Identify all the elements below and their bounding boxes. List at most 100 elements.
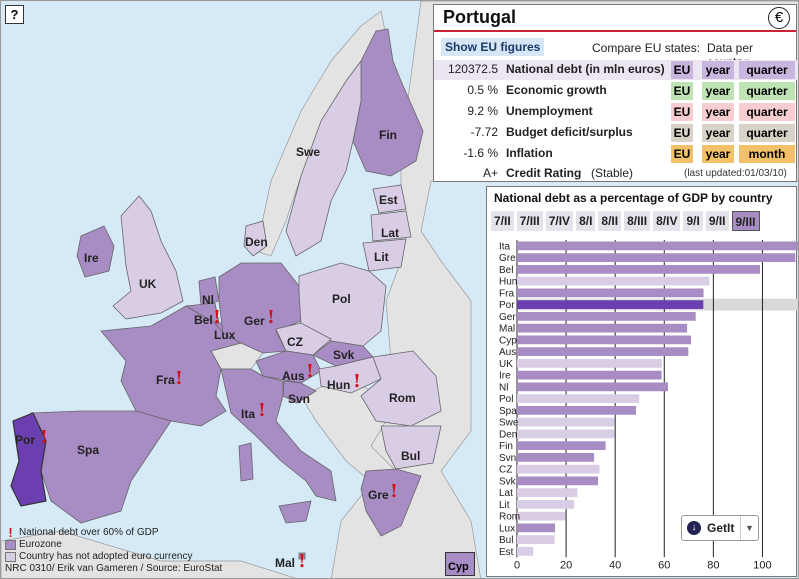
bar-por[interactable] bbox=[517, 300, 704, 309]
bar-cyp[interactable] bbox=[517, 335, 692, 345]
x-tick-label: 60 bbox=[658, 559, 670, 571]
country-fra[interactable] bbox=[100, 305, 243, 427]
bar-est[interactable] bbox=[517, 547, 534, 556]
show-eu-figures-button[interactable]: Show EU figures bbox=[441, 38, 545, 56]
bar-fra[interactable] bbox=[517, 288, 704, 298]
country-lit[interactable] bbox=[362, 238, 407, 272]
tab-period[interactable]: 7/IV bbox=[545, 211, 574, 231]
tab-period[interactable]: 8/IV bbox=[653, 211, 681, 231]
label-rom: Rom bbox=[389, 391, 416, 405]
credit-rating-value: A+ bbox=[482, 166, 498, 180]
debt-marker-bel: ! bbox=[213, 307, 221, 328]
bar-bel[interactable] bbox=[517, 265, 760, 274]
country-den[interactable] bbox=[243, 220, 268, 257]
bar-den[interactable] bbox=[517, 429, 615, 439]
country-ita-sardinia[interactable] bbox=[238, 442, 254, 482]
bar-fin[interactable] bbox=[517, 441, 606, 450]
year-button[interactable]: year bbox=[702, 82, 734, 100]
bar-spa[interactable] bbox=[517, 406, 637, 415]
bar-ire[interactable] bbox=[517, 370, 662, 380]
country-swe[interactable] bbox=[285, 59, 362, 257]
country-pol[interactable] bbox=[298, 262, 387, 347]
bar-lat[interactable] bbox=[517, 488, 578, 497]
tab-period[interactable]: 7/III bbox=[516, 211, 543, 231]
category-label: Hun bbox=[499, 277, 517, 288]
x-tick-label: 100 bbox=[753, 559, 771, 571]
category-label: Fin bbox=[499, 441, 513, 452]
bar-cz[interactable] bbox=[517, 464, 600, 474]
bar-gre[interactable] bbox=[517, 253, 796, 262]
category-label: Pol bbox=[499, 394, 513, 405]
country-ita-sicily[interactable] bbox=[278, 500, 312, 524]
bar-swe[interactable] bbox=[517, 417, 615, 427]
tab-period[interactable]: 8/I bbox=[576, 211, 596, 231]
period-button[interactable]: month bbox=[739, 145, 795, 163]
bar-hun[interactable] bbox=[517, 276, 710, 286]
country-bul[interactable] bbox=[380, 425, 442, 470]
bar-svk[interactable] bbox=[517, 476, 598, 486]
country-lat[interactable] bbox=[370, 210, 412, 242]
tab-period[interactable]: 9/I bbox=[683, 211, 703, 231]
bar-nl[interactable] bbox=[517, 382, 668, 392]
country-cz[interactable] bbox=[275, 322, 332, 356]
category-label: Lux bbox=[499, 523, 515, 534]
label-est: Est bbox=[379, 193, 398, 207]
year-button[interactable]: year bbox=[702, 145, 734, 163]
country-ita[interactable] bbox=[220, 368, 337, 502]
indicator-row: 0.5 % Economic growth EU year quarter bbox=[434, 81, 798, 101]
indicator-value: 0.5 % bbox=[467, 83, 498, 97]
label-svk: Svk bbox=[333, 348, 355, 362]
label-hun: Hun bbox=[327, 378, 350, 392]
year-button[interactable]: year bbox=[702, 124, 734, 142]
country-svk[interactable] bbox=[312, 340, 374, 367]
bar-mal[interactable] bbox=[517, 323, 688, 333]
country-ger[interactable] bbox=[218, 262, 302, 354]
help-button[interactable]: ? bbox=[5, 5, 24, 24]
debt-marker-ger: ! bbox=[267, 307, 275, 328]
country-ire[interactable] bbox=[76, 225, 115, 278]
year-button[interactable]: year bbox=[702, 61, 734, 79]
period-button[interactable]: quarter bbox=[739, 124, 795, 142]
country-uk[interactable] bbox=[112, 195, 184, 320]
bar-lit[interactable] bbox=[517, 500, 575, 509]
tab-period[interactable]: 9/III bbox=[731, 211, 760, 231]
label-gre: Gre bbox=[368, 488, 389, 502]
bar-pol[interactable] bbox=[517, 394, 640, 403]
compare-eu-button[interactable]: EU bbox=[671, 145, 693, 163]
tab-period[interactable]: 9/II bbox=[705, 211, 729, 231]
bar-rom[interactable] bbox=[517, 511, 566, 521]
legend-non-euro-text: Country has not adopted euro currency bbox=[19, 551, 193, 562]
getit-button[interactable]: ↓ GetIt ▼ bbox=[681, 515, 759, 541]
bar-aus[interactable] bbox=[517, 347, 689, 356]
credit-rating-outlook: (Stable) bbox=[591, 166, 634, 180]
bar-lux[interactable] bbox=[517, 523, 556, 533]
cyprus-inset[interactable]: Cyp bbox=[445, 552, 475, 576]
period-button[interactable]: quarter bbox=[739, 61, 795, 79]
period-button[interactable]: quarter bbox=[739, 82, 795, 100]
bar-bul[interactable] bbox=[517, 535, 555, 544]
country-gre[interactable] bbox=[360, 468, 422, 537]
period-button[interactable]: quarter bbox=[739, 103, 795, 121]
tab-period[interactable]: 8/III bbox=[624, 211, 651, 231]
label-lit: Lit bbox=[374, 250, 389, 264]
tab-period[interactable]: 7/II bbox=[491, 211, 514, 231]
non-euro-swatch bbox=[5, 552, 16, 562]
bar-uk[interactable] bbox=[517, 359, 662, 368]
compare-eu-button[interactable]: EU bbox=[671, 82, 693, 100]
label-spa: Spa bbox=[77, 443, 99, 457]
compare-eu-label: Compare EU states: bbox=[592, 41, 701, 55]
chevron-down-icon[interactable]: ▼ bbox=[740, 516, 758, 540]
tab-period[interactable]: 8/II bbox=[598, 211, 622, 231]
country-por[interactable] bbox=[10, 412, 47, 507]
country-est[interactable] bbox=[372, 184, 407, 214]
compare-eu-button[interactable]: EU bbox=[671, 61, 693, 79]
label-nl: Nl bbox=[202, 293, 214, 307]
year-button[interactable]: year bbox=[702, 103, 734, 121]
bar-ita[interactable] bbox=[517, 241, 798, 251]
label-lux: Lux bbox=[214, 328, 236, 342]
bar-ger[interactable] bbox=[517, 312, 696, 321]
country-mal[interactable] bbox=[298, 552, 306, 560]
compare-eu-button[interactable]: EU bbox=[671, 103, 693, 121]
compare-eu-button[interactable]: EU bbox=[671, 124, 693, 142]
bar-svn[interactable] bbox=[517, 453, 595, 462]
